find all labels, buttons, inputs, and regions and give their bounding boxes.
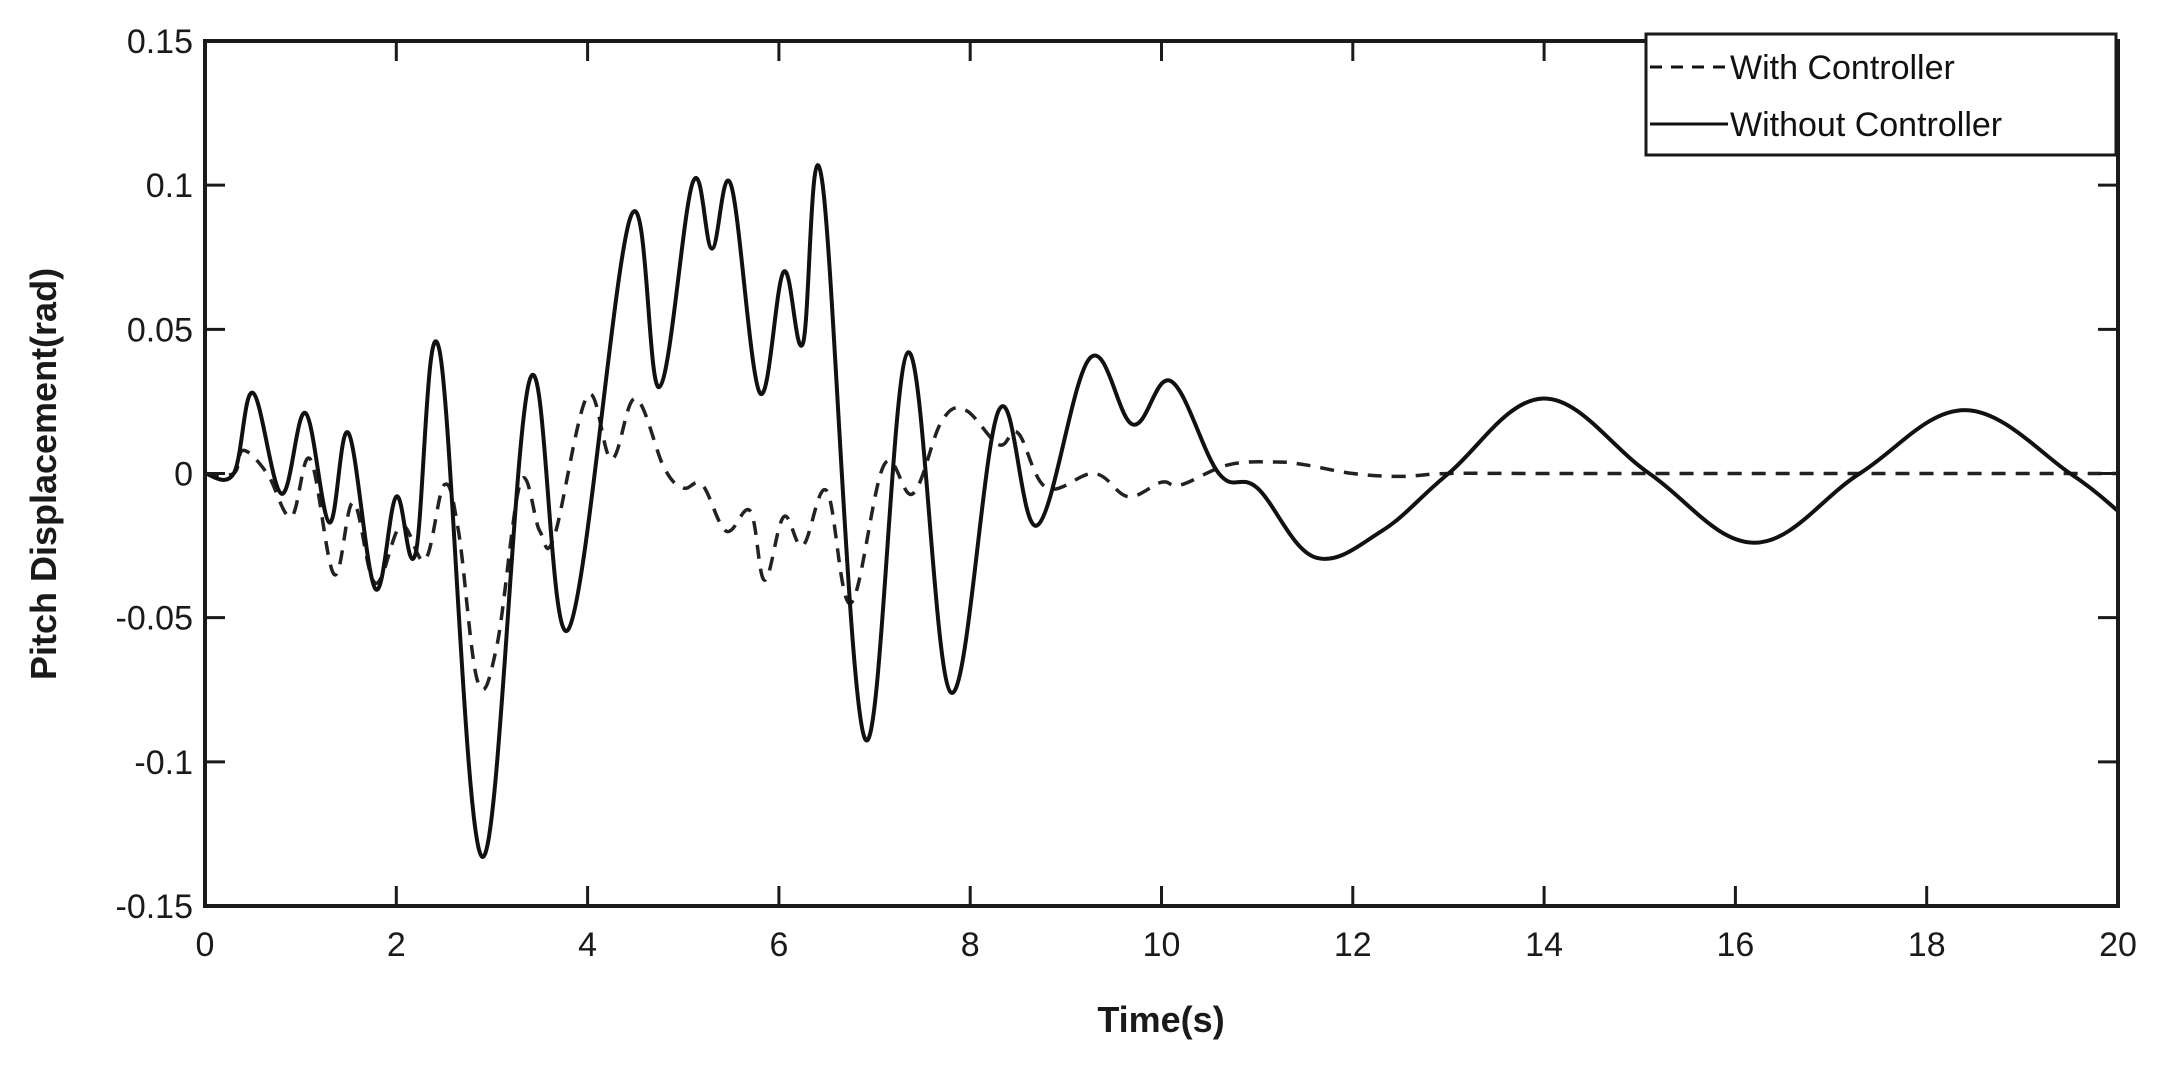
series-with-controller xyxy=(204,392,2118,692)
legend-item-with-controller: With Controller xyxy=(1730,49,1955,87)
y-tick-label: 0.05 xyxy=(127,311,193,349)
series-layer xyxy=(204,163,2120,860)
legend-box xyxy=(1644,32,2118,157)
y-axis-ticks: -0.15 -0.1 -0.05 0 0.05 0.1 0.15 xyxy=(116,23,2118,926)
x-tick-label: 12 xyxy=(1334,926,1372,964)
y-tick-label: -0.1 xyxy=(134,744,193,782)
x-tick-label: 16 xyxy=(1716,926,1754,964)
x-tick-label: 0 xyxy=(196,926,215,964)
y-tick-label: 0.1 xyxy=(146,167,193,205)
legend-item-without-controller: Without Controller xyxy=(1730,106,2002,144)
series-without-controller xyxy=(204,163,2120,860)
x-tick-label: 2 xyxy=(387,926,406,964)
legend: With Controller Without Controller xyxy=(1644,32,2118,157)
y-tick-label: 0.15 xyxy=(127,23,193,61)
x-tick-label: 10 xyxy=(1143,926,1181,964)
plot-area: 0 2 4 6 8 10 12 14 16 18 20 -0.15 -0.1 -0.05 0 0.05 0.1… xyxy=(116,23,2137,964)
y-tick-label: -0.15 xyxy=(116,888,194,926)
x-axis-ticks: 0 2 4 6 8 10 12 14 16 18 20 xyxy=(196,41,2137,964)
x-tick-label: 20 xyxy=(2099,926,2137,964)
x-tick-label: 18 xyxy=(1908,926,1946,964)
x-tick-label: 14 xyxy=(1525,926,1563,964)
y-axis-title: Pitch Displacement(rad) xyxy=(23,268,64,680)
x-tick-label: 8 xyxy=(961,926,980,964)
x-tick-label: 6 xyxy=(769,926,788,964)
x-axis-title: Time(s) xyxy=(1097,999,1224,1040)
y-tick-label: -0.05 xyxy=(116,600,194,638)
x-tick-label: 4 xyxy=(578,926,597,964)
y-tick-label: 0 xyxy=(174,456,193,494)
